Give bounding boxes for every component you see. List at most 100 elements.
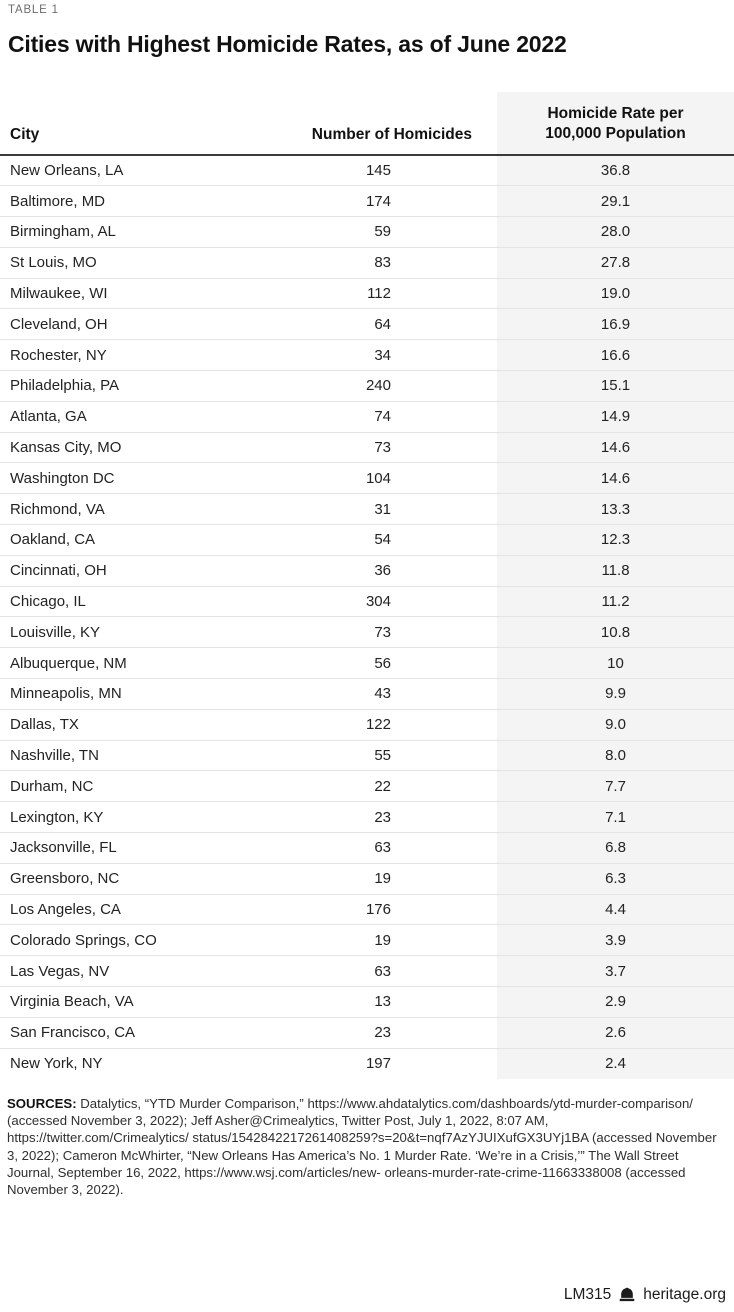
table-row: New York, NY 197 2.4 — [0, 1047, 734, 1079]
city-cell: Jacksonville, FL — [0, 832, 260, 864]
table-row: Greensboro, NC 19 6.3 — [0, 862, 734, 895]
table-row: Birmingham, AL 59 28.0 — [0, 216, 734, 248]
rate-cell: 10.8 — [497, 616, 734, 648]
homicides-cell: 63 — [260, 832, 497, 864]
rate-cell: 19.0 — [497, 277, 734, 309]
homicides-cell: 13 — [260, 986, 497, 1018]
city-cell: Cleveland, OH — [0, 308, 260, 340]
city-cell: Lexington, KY — [0, 801, 260, 833]
table-row: Rochester, NY 34 16.6 — [0, 339, 734, 371]
site-name: heritage.org — [643, 1286, 726, 1303]
table-row: Jacksonville, FL 63 6.8 — [0, 832, 734, 864]
city-cell: Milwaukee, WI — [0, 277, 260, 309]
city-cell: Las Vegas, NV — [0, 955, 260, 987]
homicides-cell: 19 — [260, 924, 497, 956]
homicides-cell: 83 — [260, 246, 497, 279]
rate-cell: 10 — [497, 647, 734, 679]
city-cell: Virginia Beach, VA — [0, 986, 260, 1018]
rate-cell: 6.3 — [497, 862, 734, 895]
rate-cell: 14.9 — [497, 400, 734, 433]
page-title: Cities with Highest Homicide Rates, as o… — [8, 31, 567, 57]
table-row: Los Angeles, CA 176 4.4 — [0, 893, 734, 925]
table-row: Chicago, IL 304 11.2 — [0, 585, 734, 617]
table-row: San Francisco, CA 23 2.6 — [0, 1016, 734, 1049]
table-row: Cleveland, OH 64 16.9 — [0, 308, 734, 340]
rate-cell: 13.3 — [497, 493, 734, 525]
table-row: Cincinnati, OH 36 11.8 — [0, 554, 734, 587]
table-row: Albuquerque, NM 56 10 — [0, 647, 734, 679]
homicides-cell: 122 — [260, 708, 497, 741]
rate-cell: 9.9 — [497, 678, 734, 710]
rate-cell: 8.0 — [497, 739, 734, 771]
homicides-cell: 145 — [365, 162, 391, 180]
rate-cell: 7.7 — [497, 770, 734, 802]
table-row: St Louis, MO 83 27.8 — [0, 246, 734, 279]
column-header-rate-text: Homicide Rate per 100,000 Population — [545, 105, 686, 142]
table-row: Virginia Beach, VA 13 2.9 — [0, 986, 734, 1018]
footer: LM315 heritage.org — [564, 1286, 726, 1304]
city-cell: Louisville, KY — [0, 616, 260, 648]
table-row: Milwaukee, WI 112 19.0 — [0, 277, 734, 309]
rate-cell: 16.9 — [497, 308, 734, 340]
rate-cell: 2.6 — [497, 1016, 734, 1049]
homicides-cell: 36 — [260, 554, 497, 587]
sources-label: SOURCES: — [7, 1095, 77, 1111]
rate-cell: 7.1 — [497, 801, 734, 833]
table-row: Washington DC 104 14.6 — [0, 462, 734, 494]
city-cell: St Louis, MO — [0, 246, 260, 279]
table-row: Las Vegas, NV 63 3.7 — [0, 955, 734, 987]
homicides-cell: 63 — [260, 955, 497, 987]
rate-cell: 3.9 — [497, 924, 734, 956]
homicides-cell: 74 — [260, 400, 497, 433]
homicides-cell: 23 — [260, 1016, 497, 1049]
homicides-cell: 31 — [260, 493, 497, 525]
table-row: Nashville, TN 55 8.0 — [0, 739, 734, 771]
table-row: Oakland, CA 54 12.3 — [0, 524, 734, 556]
homicides-cell: 104 — [260, 462, 497, 494]
city-cell: Baltimore, MD — [0, 185, 260, 217]
city-cell: Colorado Springs, CO — [0, 924, 260, 956]
table-row: Baltimore, MD 174 29.1 — [0, 185, 734, 217]
rate-cell: 11.2 — [497, 585, 734, 617]
table-row: Lexington, KY 23 7.1 — [0, 801, 734, 833]
rate-cell: 15.1 — [497, 370, 734, 402]
homicides-cell: 176 — [260, 893, 497, 925]
city-cell: Durham, NC — [0, 770, 260, 802]
rate-cell: 6.8 — [497, 832, 734, 864]
table-row: Atlanta, GA 74 14.9 — [0, 400, 734, 433]
column-header-city: City — [0, 92, 260, 156]
sources-note: SOURCES: Datalytics, “YTD Murder Compari… — [7, 1095, 726, 1198]
rate-cell: 11.8 — [497, 554, 734, 587]
homicides-cell: 54 — [260, 524, 497, 556]
table-header: City Number of Homicides Homicide Rate p… — [0, 92, 734, 156]
rate-cell: 4.4 — [497, 893, 734, 925]
city-cell: New York, NY — [0, 1047, 260, 1079]
homicides-cell: 55 — [260, 739, 497, 771]
table-row: Louisville, KY 73 10.8 — [0, 616, 734, 648]
rate-cell: 28.0 — [497, 216, 734, 248]
homicides-cell: 22 — [260, 770, 497, 802]
table-row: Minneapolis, MN 43 9.9 — [0, 678, 734, 710]
rate-cell: 3.7 — [497, 955, 734, 987]
homicides-cell: 23 — [260, 801, 497, 833]
table-row: Colorado Springs, CO 19 3.9 — [0, 924, 734, 956]
rate-cell: 2.9 — [497, 986, 734, 1018]
rate-cell: 16.6 — [497, 339, 734, 371]
city-cell: Chicago, IL — [0, 585, 260, 617]
homicides-cell: 304 — [260, 585, 497, 617]
rate-cell: 29.1 — [497, 185, 734, 217]
table-row: Philadelphia, PA 240 15.1 — [0, 370, 734, 402]
rate-cell: 36.8 — [497, 155, 734, 186]
homicides-cell: 34 — [260, 339, 497, 371]
city-cell: Los Angeles, CA — [0, 893, 260, 925]
heritage-bell-icon — [618, 1287, 636, 1303]
city-cell: Philadelphia, PA — [0, 370, 260, 402]
city-cell: Washington DC — [0, 462, 260, 494]
city-cell: New Orleans, LA — [10, 162, 124, 180]
homicides-cell: 73 — [260, 431, 497, 463]
rate-cell: 14.6 — [497, 462, 734, 494]
table-row: New Orleans, LA 145 36.8 — [0, 155, 734, 186]
city-cell: Albuquerque, NM — [0, 647, 260, 679]
table-row: Kansas City, MO 73 14.6 — [0, 431, 734, 463]
city-cell: Nashville, TN — [0, 739, 260, 771]
